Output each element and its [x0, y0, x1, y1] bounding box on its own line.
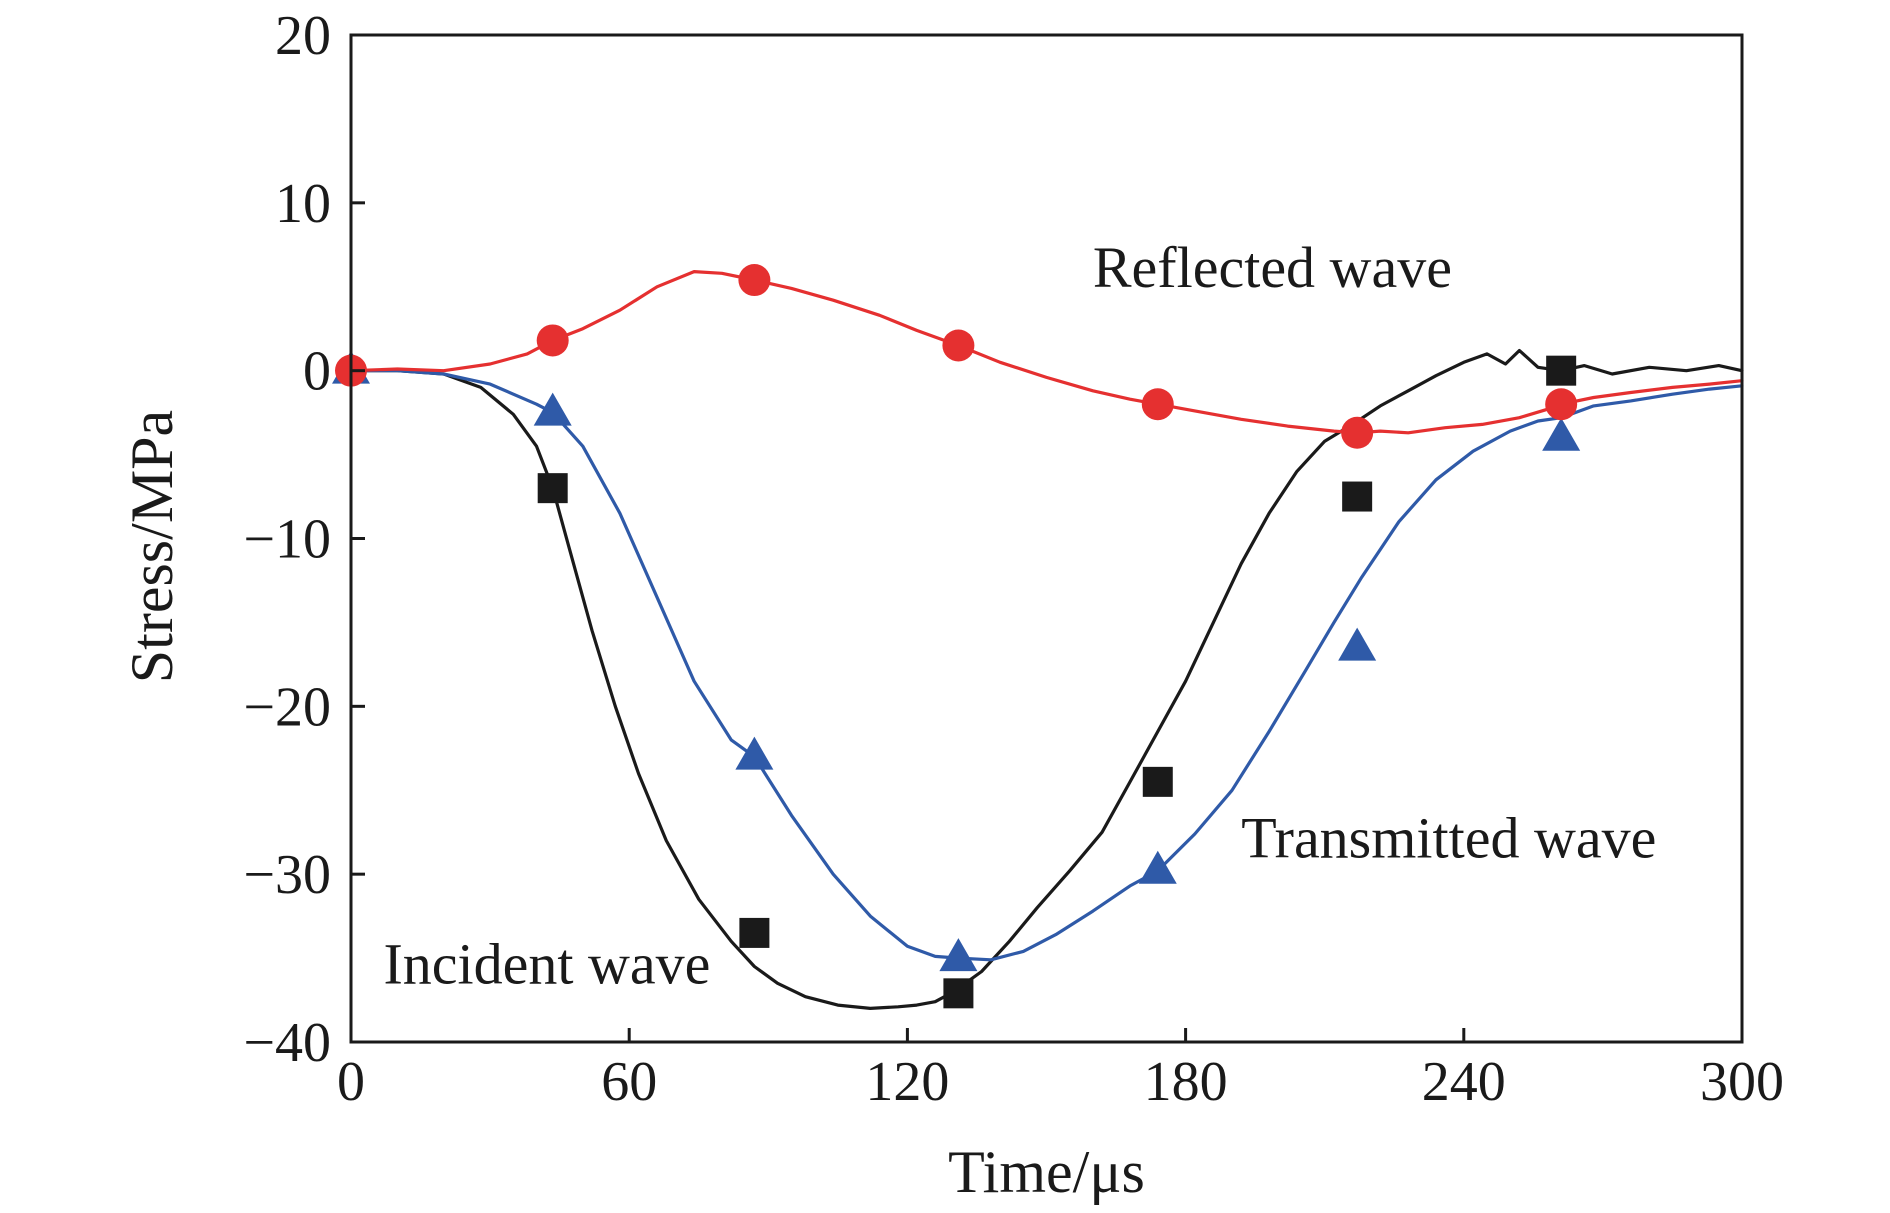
- marker-reflected-wave: [536, 324, 569, 357]
- x-tick-label: 240: [1422, 1051, 1506, 1113]
- marker-reflected-wave: [942, 329, 975, 362]
- marker-incident-wave: [739, 917, 770, 948]
- annotation-reflected-wave: Reflected wave: [1093, 235, 1452, 300]
- marker-transmitted-wave: [533, 392, 572, 426]
- plot-frame: [349, 33, 1744, 1044]
- marker-incident-wave: [943, 978, 974, 1009]
- marker-incident-wave: [1342, 481, 1373, 512]
- x-tick-label: 60: [601, 1051, 657, 1113]
- marker-incident-wave: [537, 473, 568, 504]
- plot-marks: Reflected wave Transmitted wave Incident w…: [332, 235, 1744, 1010]
- y-axis-title: Stress/MPa: [119, 410, 185, 683]
- annotation-transmitted-wave: Transmitted wave: [1241, 805, 1656, 870]
- marker-reflected-wave: [1545, 388, 1578, 421]
- marker-transmitted-wave: [1338, 627, 1377, 661]
- y-tick-label: −30: [243, 844, 331, 906]
- y-tick-label: 20: [275, 5, 331, 67]
- series-line-reflected-wave: [349, 270, 1744, 435]
- series-line-incident-wave: [349, 348, 1744, 1010]
- marker-reflected-wave: [1341, 416, 1374, 449]
- marker-transmitted-wave: [939, 938, 978, 972]
- marker-transmitted-wave: [1542, 417, 1581, 451]
- marker-reflected-wave: [1141, 388, 1174, 421]
- y-tick-label: −40: [243, 1012, 331, 1074]
- marker-reflected-wave: [738, 264, 771, 297]
- y-tick-label: −10: [243, 509, 331, 571]
- marker-incident-wave: [1546, 355, 1577, 386]
- x-tick-label: 300: [1700, 1051, 1784, 1113]
- axis-ticks: 0 60 120 180 240 300 20 10 0 −10 −20 −30 −40: [243, 5, 1784, 1113]
- series-line-transmitted-wave: [349, 369, 1744, 962]
- x-tick-label: 120: [865, 1051, 949, 1113]
- y-tick-label: 10: [275, 173, 331, 235]
- marker-transmitted-wave: [735, 736, 774, 770]
- x-tick-label: 0: [337, 1051, 365, 1113]
- marker-transmitted-wave: [1138, 850, 1177, 884]
- y-tick-label: −20: [243, 676, 331, 738]
- x-axis-title: Time/μs: [948, 1139, 1145, 1205]
- annotation-incident-wave: Incident wave: [383, 931, 710, 996]
- x-tick-label: 180: [1144, 1051, 1228, 1113]
- marker-incident-wave: [1142, 766, 1173, 797]
- y-tick-label: 0: [303, 341, 331, 403]
